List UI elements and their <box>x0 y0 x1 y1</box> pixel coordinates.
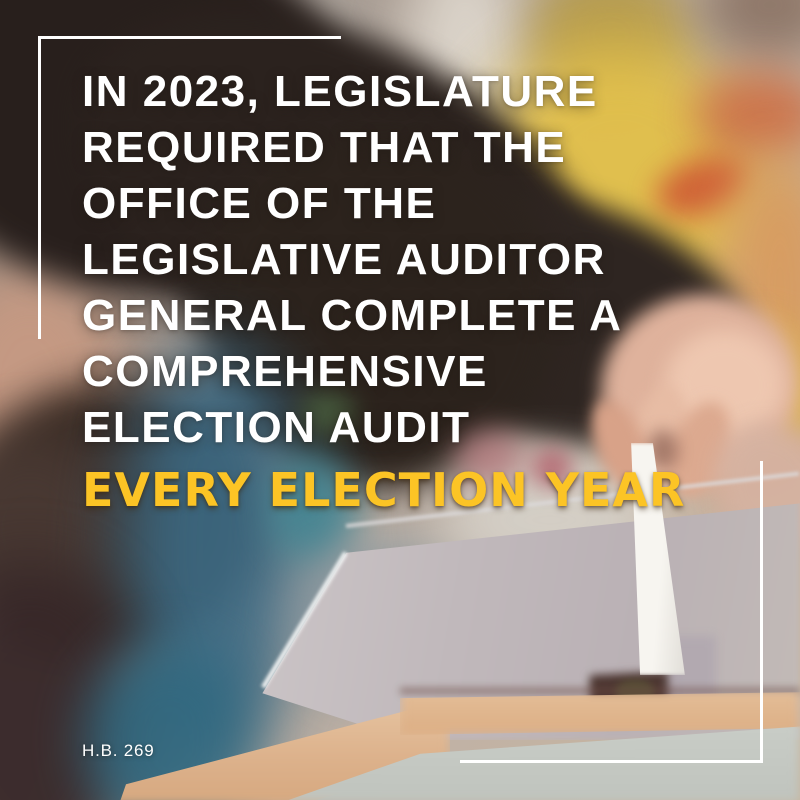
headline: IN 2023, LEGISLATURE REQUIRED THAT THE O… <box>82 64 762 520</box>
background-blob <box>695 70 800 160</box>
headline-line: GENERAL COMPLETE A <box>82 291 623 340</box>
headline-line: IN 2023, LEGISLATURE <box>82 67 598 116</box>
headline-line: ELECTION AUDIT <box>82 403 471 452</box>
headline-line: LEGISLATIVE AUDITOR <box>82 235 606 284</box>
background-blob <box>455 430 525 485</box>
background-blob <box>300 390 355 435</box>
table-wood-band <box>400 692 800 735</box>
headline-highlight: EVERY ELECTION YEAR <box>82 463 686 517</box>
headline-line: OFFICE OF THE <box>82 179 437 228</box>
background-blob <box>532 448 572 488</box>
headline-line: COMPREHENSIVE <box>82 347 488 396</box>
background-blob <box>268 455 358 565</box>
table-shadow-line <box>400 688 800 694</box>
bill-number: H.B. 269 <box>82 741 155 760</box>
headline-line: REQUIRED THAT THE <box>82 123 567 172</box>
